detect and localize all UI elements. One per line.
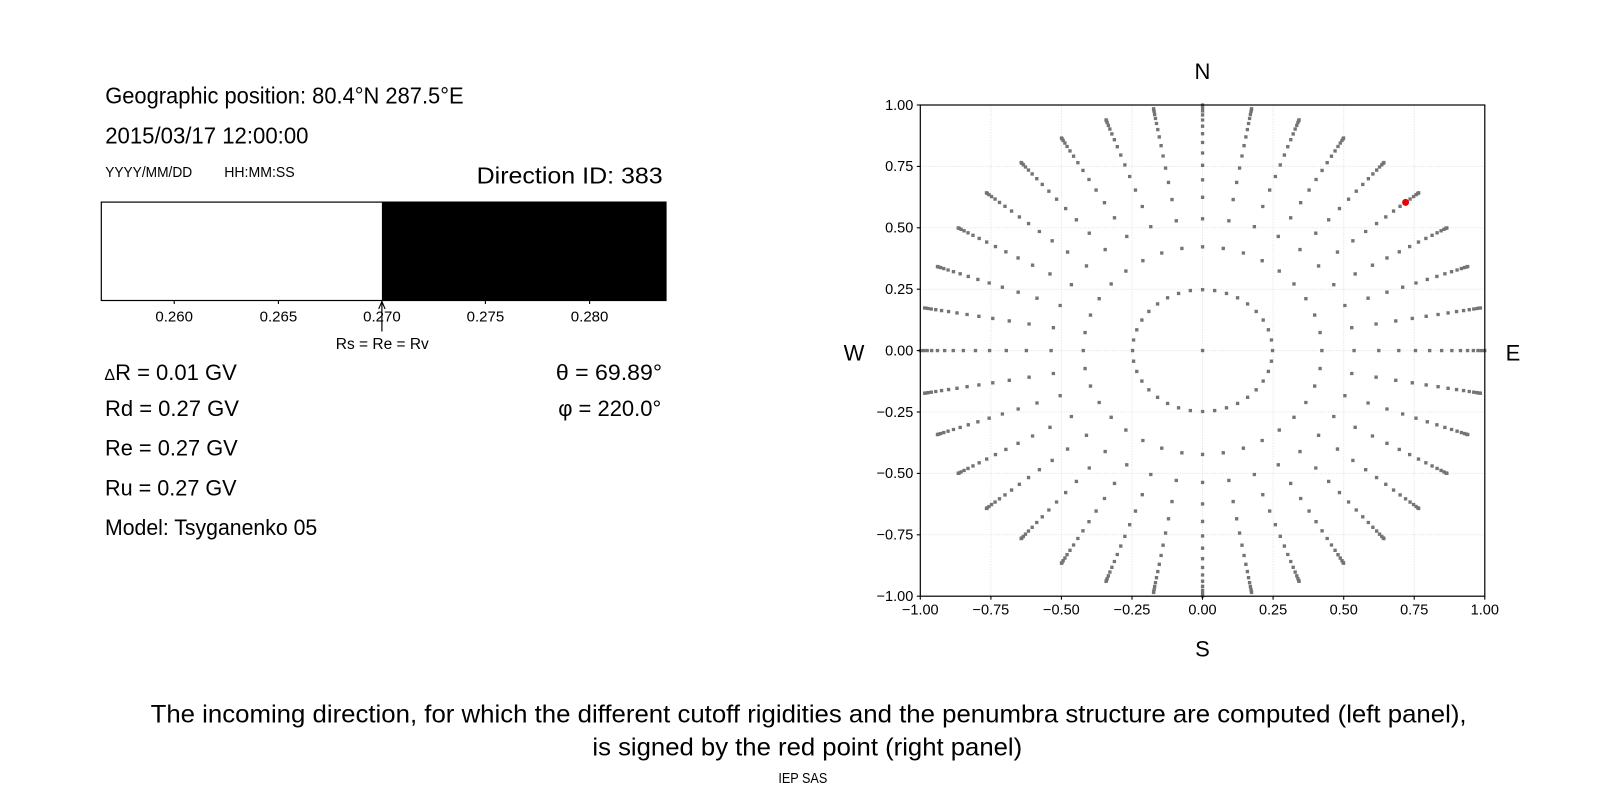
- svg-text:0.75: 0.75: [885, 159, 913, 175]
- svg-text:0.265: 0.265: [260, 308, 298, 325]
- svg-text:−1.00: −1.00: [902, 603, 939, 619]
- svg-text:0.50: 0.50: [1330, 603, 1358, 619]
- svg-text:IEP SAS: IEP SAS: [778, 771, 827, 787]
- svg-text:0.75: 0.75: [1400, 603, 1428, 619]
- svg-text:−0.75: −0.75: [877, 528, 914, 544]
- svg-text:0.280: 0.280: [571, 308, 609, 325]
- svg-text:−1.00: −1.00: [877, 589, 914, 605]
- svg-text:0.00: 0.00: [1188, 603, 1216, 619]
- svg-text:E: E: [1506, 341, 1521, 366]
- svg-text:S: S: [1195, 636, 1210, 661]
- svg-text:Geographic position: 80.4°N 28: Geographic position: 80.4°N 287.5°E: [105, 83, 463, 109]
- svg-text:1.00: 1.00: [1471, 603, 1499, 619]
- svg-text:0.25: 0.25: [1259, 603, 1287, 619]
- svg-text:0.260: 0.260: [155, 308, 193, 325]
- svg-text:−0.50: −0.50: [877, 466, 914, 482]
- svg-text:2015/03/17 12:00:00: 2015/03/17 12:00:00: [105, 123, 308, 149]
- svg-text:Rd = 0.27 GV: Rd = 0.27 GV: [105, 396, 239, 421]
- svg-text:Re = 0.27 GV: Re = 0.27 GV: [105, 435, 238, 460]
- svg-text:The incoming direction, for wh: The incoming direction, for which the di…: [151, 701, 1467, 729]
- svg-text:Model: Tsyganenko 05: Model: Tsyganenko 05: [105, 515, 317, 540]
- svg-text:1.00: 1.00: [885, 98, 913, 114]
- svg-text:W: W: [844, 341, 865, 366]
- svg-text:0.25: 0.25: [885, 282, 913, 298]
- svg-text:Rs = Re = Rv: Rs = Re = Rv: [336, 336, 429, 353]
- svg-text:N: N: [1195, 59, 1211, 84]
- svg-text:φ = 220.0°: φ = 220.0°: [558, 396, 661, 421]
- svg-text:is signed by the red point (ri: is signed by the red point (right panel): [592, 733, 1022, 761]
- svg-text:−0.50: −0.50: [1043, 603, 1080, 619]
- svg-text:Direction ID: 383: Direction ID: 383: [477, 163, 663, 189]
- svg-text:−0.25: −0.25: [1114, 603, 1151, 619]
- svg-text:0.275: 0.275: [467, 308, 505, 325]
- svg-text:0.50: 0.50: [885, 221, 913, 237]
- svg-text:ΔR = 0.01 GV: ΔR = 0.01 GV: [104, 360, 237, 385]
- svg-text:YYYY/MM/DD: YYYY/MM/DD: [105, 164, 192, 181]
- svg-text:Ru = 0.27 GV: Ru = 0.27 GV: [105, 475, 237, 500]
- svg-text:HH:MM:SS: HH:MM:SS: [224, 164, 295, 181]
- svg-text:−0.75: −0.75: [973, 603, 1010, 619]
- svg-text:θ = 69.89°: θ = 69.89°: [556, 360, 662, 385]
- svg-text:−0.25: −0.25: [877, 405, 914, 421]
- svg-text:0.00: 0.00: [885, 343, 913, 359]
